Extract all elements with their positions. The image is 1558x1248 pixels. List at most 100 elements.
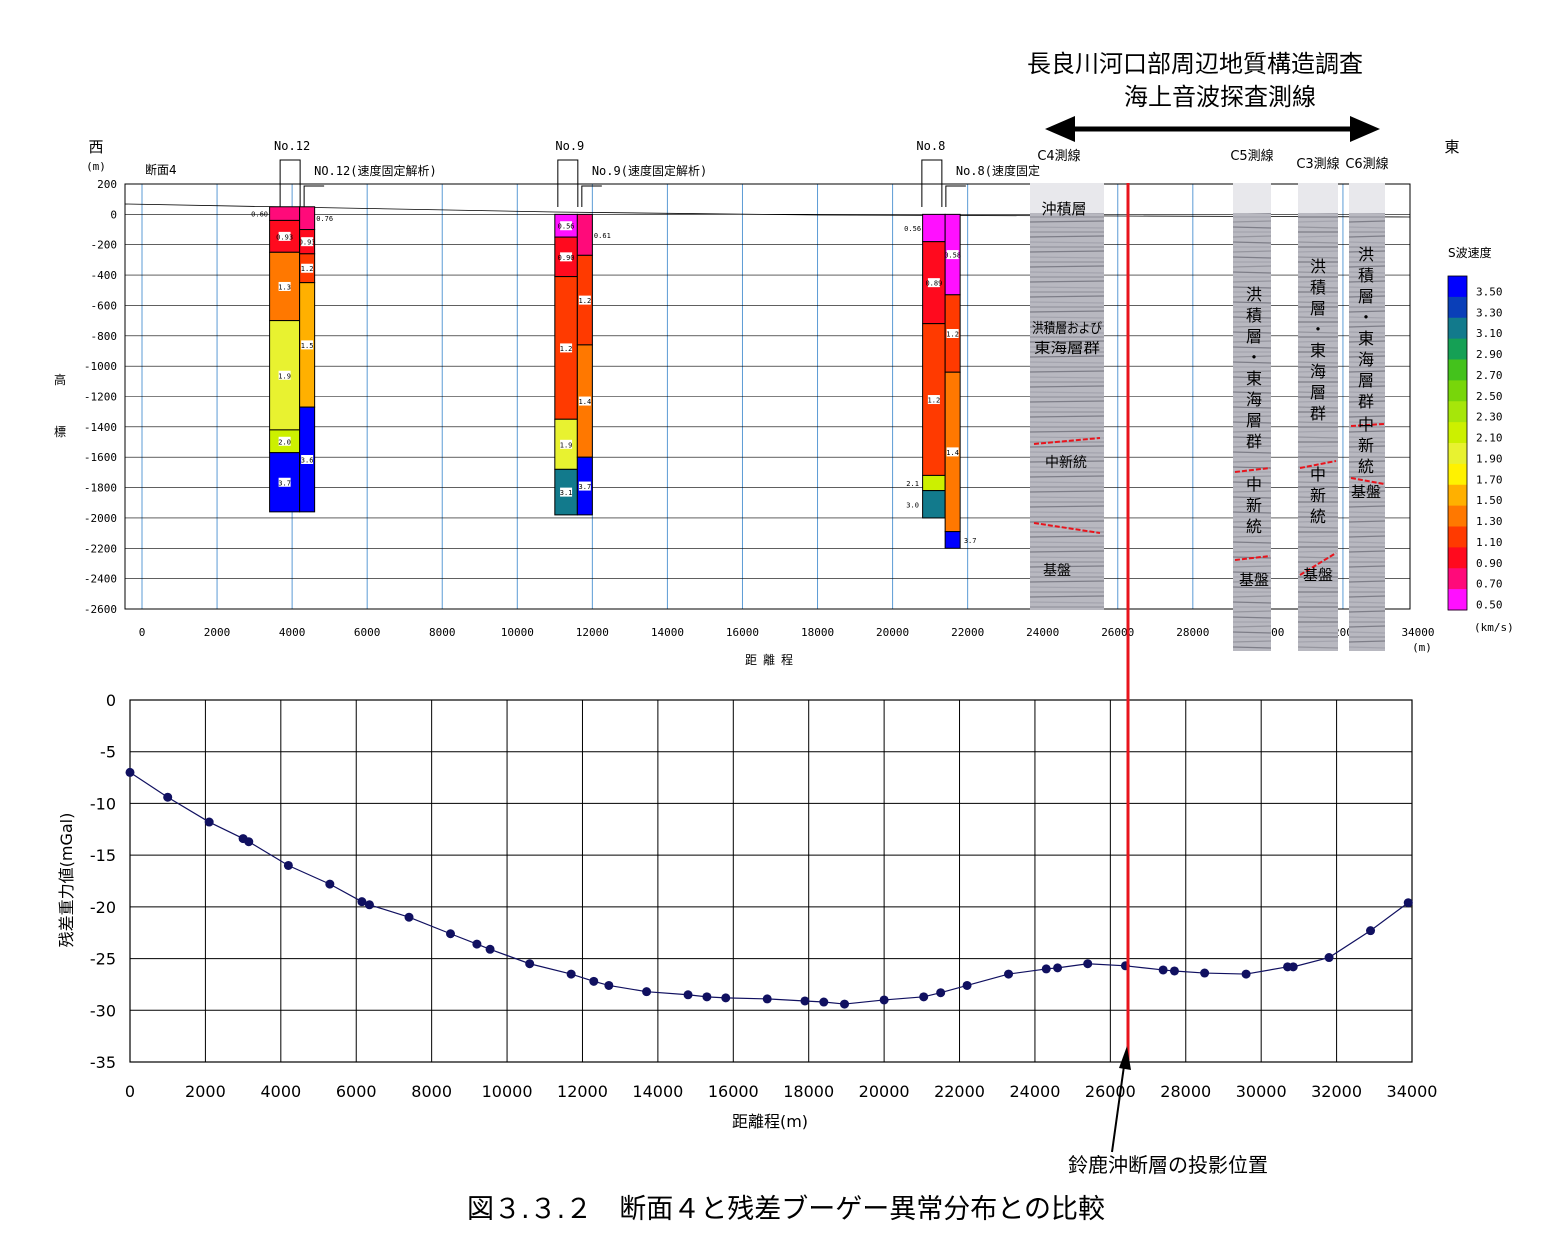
- gravity-y-tick-label: -5: [100, 743, 116, 762]
- legend-swatch: [1448, 484, 1467, 507]
- gravity-data-point: [163, 792, 173, 802]
- borehole-vs-label-bg: [560, 252, 573, 262]
- seismic-texture-line: [1029, 481, 1105, 484]
- seismic-unit-label: 中: [1358, 415, 1374, 434]
- gravity-data-point: [1158, 965, 1168, 975]
- seismic-texture-line: [1297, 535, 1339, 538]
- borehole-vs-label-bg: [301, 237, 314, 247]
- seismic-texture-line: [1232, 340, 1272, 343]
- seismic-texture-line: [1297, 340, 1339, 343]
- seismic-texture-line: [1297, 226, 1339, 229]
- legend-unit: (km/s): [1474, 621, 1514, 634]
- legend-value: 1.30: [1476, 515, 1503, 528]
- seismic-texture-line: [1348, 460, 1386, 463]
- ground-surface-line: [124, 203, 1411, 218]
- seismic-texture-line: [1029, 430, 1105, 433]
- gravity-y-tick-label: -25: [90, 950, 116, 969]
- legend-value: 2.90: [1476, 348, 1503, 361]
- seismic-texture-line: [1348, 340, 1386, 343]
- section-x-tick-label: 28000: [1176, 626, 1209, 639]
- seismic-unit-label: 洪: [1358, 245, 1374, 264]
- seismic-texture-line: [1348, 496, 1386, 499]
- seismic-texture-line: [1348, 286, 1386, 289]
- seismic-texture-line: [1232, 301, 1272, 304]
- gravity-data-point: [604, 980, 614, 990]
- borehole-vs-label-bg: [946, 329, 959, 339]
- seismic-texture-line: [1029, 400, 1105, 403]
- seismic-texture-line: [1348, 325, 1386, 328]
- seismic-texture-line: [1297, 361, 1339, 364]
- borehole-vs-label: 3.7: [579, 483, 592, 491]
- seismic-texture-line: [1297, 541, 1339, 544]
- seismic-texture-line: [1348, 646, 1386, 649]
- seismic-unit-label: 層: [1310, 299, 1326, 318]
- borehole-vs-label-bg: [578, 396, 591, 406]
- gravity-data-point: [325, 879, 335, 889]
- seismic-texture-line: [1348, 385, 1386, 388]
- seismic-texture-line: [1348, 505, 1386, 508]
- legend-swatch: [1448, 463, 1467, 486]
- seismic-texture-line: [1029, 445, 1105, 448]
- seismic-unit-label: 基盤: [1351, 483, 1381, 501]
- gravity-x-tick-label: 6000: [336, 1082, 377, 1101]
- seismic-texture-line: [1029, 556, 1105, 559]
- seismic-texture-line: [1348, 550, 1386, 553]
- seismic-texture-line: [1297, 526, 1339, 529]
- seismic-texture-line: [1232, 415, 1272, 418]
- section-y-tick-label: 200: [97, 178, 117, 191]
- seismic-texture-line: [1029, 385, 1105, 388]
- seismic-texture-line: [1232, 256, 1272, 259]
- seismic-texture-line: [1029, 571, 1105, 574]
- seismic-texture-line: [1348, 601, 1386, 604]
- borehole-vs-label-bg: [301, 340, 314, 350]
- seismic-texture-line: [1348, 556, 1386, 559]
- seismic-unit-label: 層: [1358, 371, 1374, 390]
- seismic-texture-line: [1029, 280, 1105, 283]
- seismic-texture-line: [1297, 475, 1339, 478]
- seismic-unit-label: 層: [1246, 411, 1262, 430]
- gravity-y-tick-label: -15: [90, 846, 116, 865]
- legend-value: 2.30: [1476, 411, 1503, 424]
- borehole-vs-label: 3.6: [301, 456, 314, 464]
- seismic-line-name: C3測線: [1296, 156, 1339, 172]
- gravity-x-tick-label: 8000: [411, 1082, 452, 1101]
- seismic-texture-line: [1297, 625, 1339, 628]
- seismic-texture-line: [1029, 520, 1105, 523]
- borehole-vs-label-bg: [560, 439, 573, 449]
- seismic-texture-line: [1348, 220, 1386, 223]
- seismic-texture-line: [1348, 475, 1386, 478]
- seismic-texture-line: [1029, 370, 1105, 373]
- seismic-texture-line: [1297, 385, 1339, 388]
- seismic-texture-line: [1348, 595, 1386, 598]
- borehole-vs-label: 1.4: [946, 449, 959, 457]
- seismic-texture-line: [1232, 220, 1272, 223]
- borehole-vs-label: 1.9: [278, 372, 291, 380]
- borehole-bracket: [921, 159, 943, 207]
- seismic-texture-line: [1232, 241, 1272, 244]
- gravity-data-point: [1366, 926, 1376, 936]
- section-y-tick-label: -1400: [84, 421, 117, 434]
- borehole-vs-label: 1.9: [560, 441, 573, 449]
- seismic-unit-label: 洪: [1246, 285, 1262, 304]
- gravity-data-point: [283, 860, 293, 870]
- gravity-x-tick-label: 16000: [708, 1082, 759, 1101]
- seismic-texture-line: [1029, 580, 1105, 583]
- borehole-vs-label: 0.89: [925, 280, 942, 288]
- seismic-texture-line: [1348, 526, 1386, 529]
- gravity-x-tick-label: 2000: [185, 1082, 226, 1101]
- seismic-texture-line: [1297, 616, 1339, 619]
- borehole-vs-label: 0.76: [316, 215, 333, 223]
- gravity-x-tick-label: 4000: [260, 1082, 301, 1101]
- borehole-vs-label-bg: [301, 454, 314, 464]
- gravity-data-point: [879, 995, 889, 1005]
- section-y-tick-label: -2000: [84, 512, 117, 525]
- seismic-texture-line: [1297, 556, 1339, 559]
- seismic-texture-line: [1297, 415, 1339, 418]
- seismic-texture-line: [1297, 400, 1339, 403]
- seismic-texture-line: [1348, 571, 1386, 574]
- section-y-tick-label: -1200: [84, 391, 117, 404]
- figure-caption: 図３.３.２ 断面４と残差ブーゲー異常分布との比較: [467, 1194, 1105, 1225]
- seismic-texture-line: [1029, 301, 1105, 304]
- legend-value: 3.10: [1476, 327, 1503, 340]
- gravity-chart: 0 2000 4000 6000 8000 10000 12000 14000 16000 180…: [57, 691, 1437, 1131]
